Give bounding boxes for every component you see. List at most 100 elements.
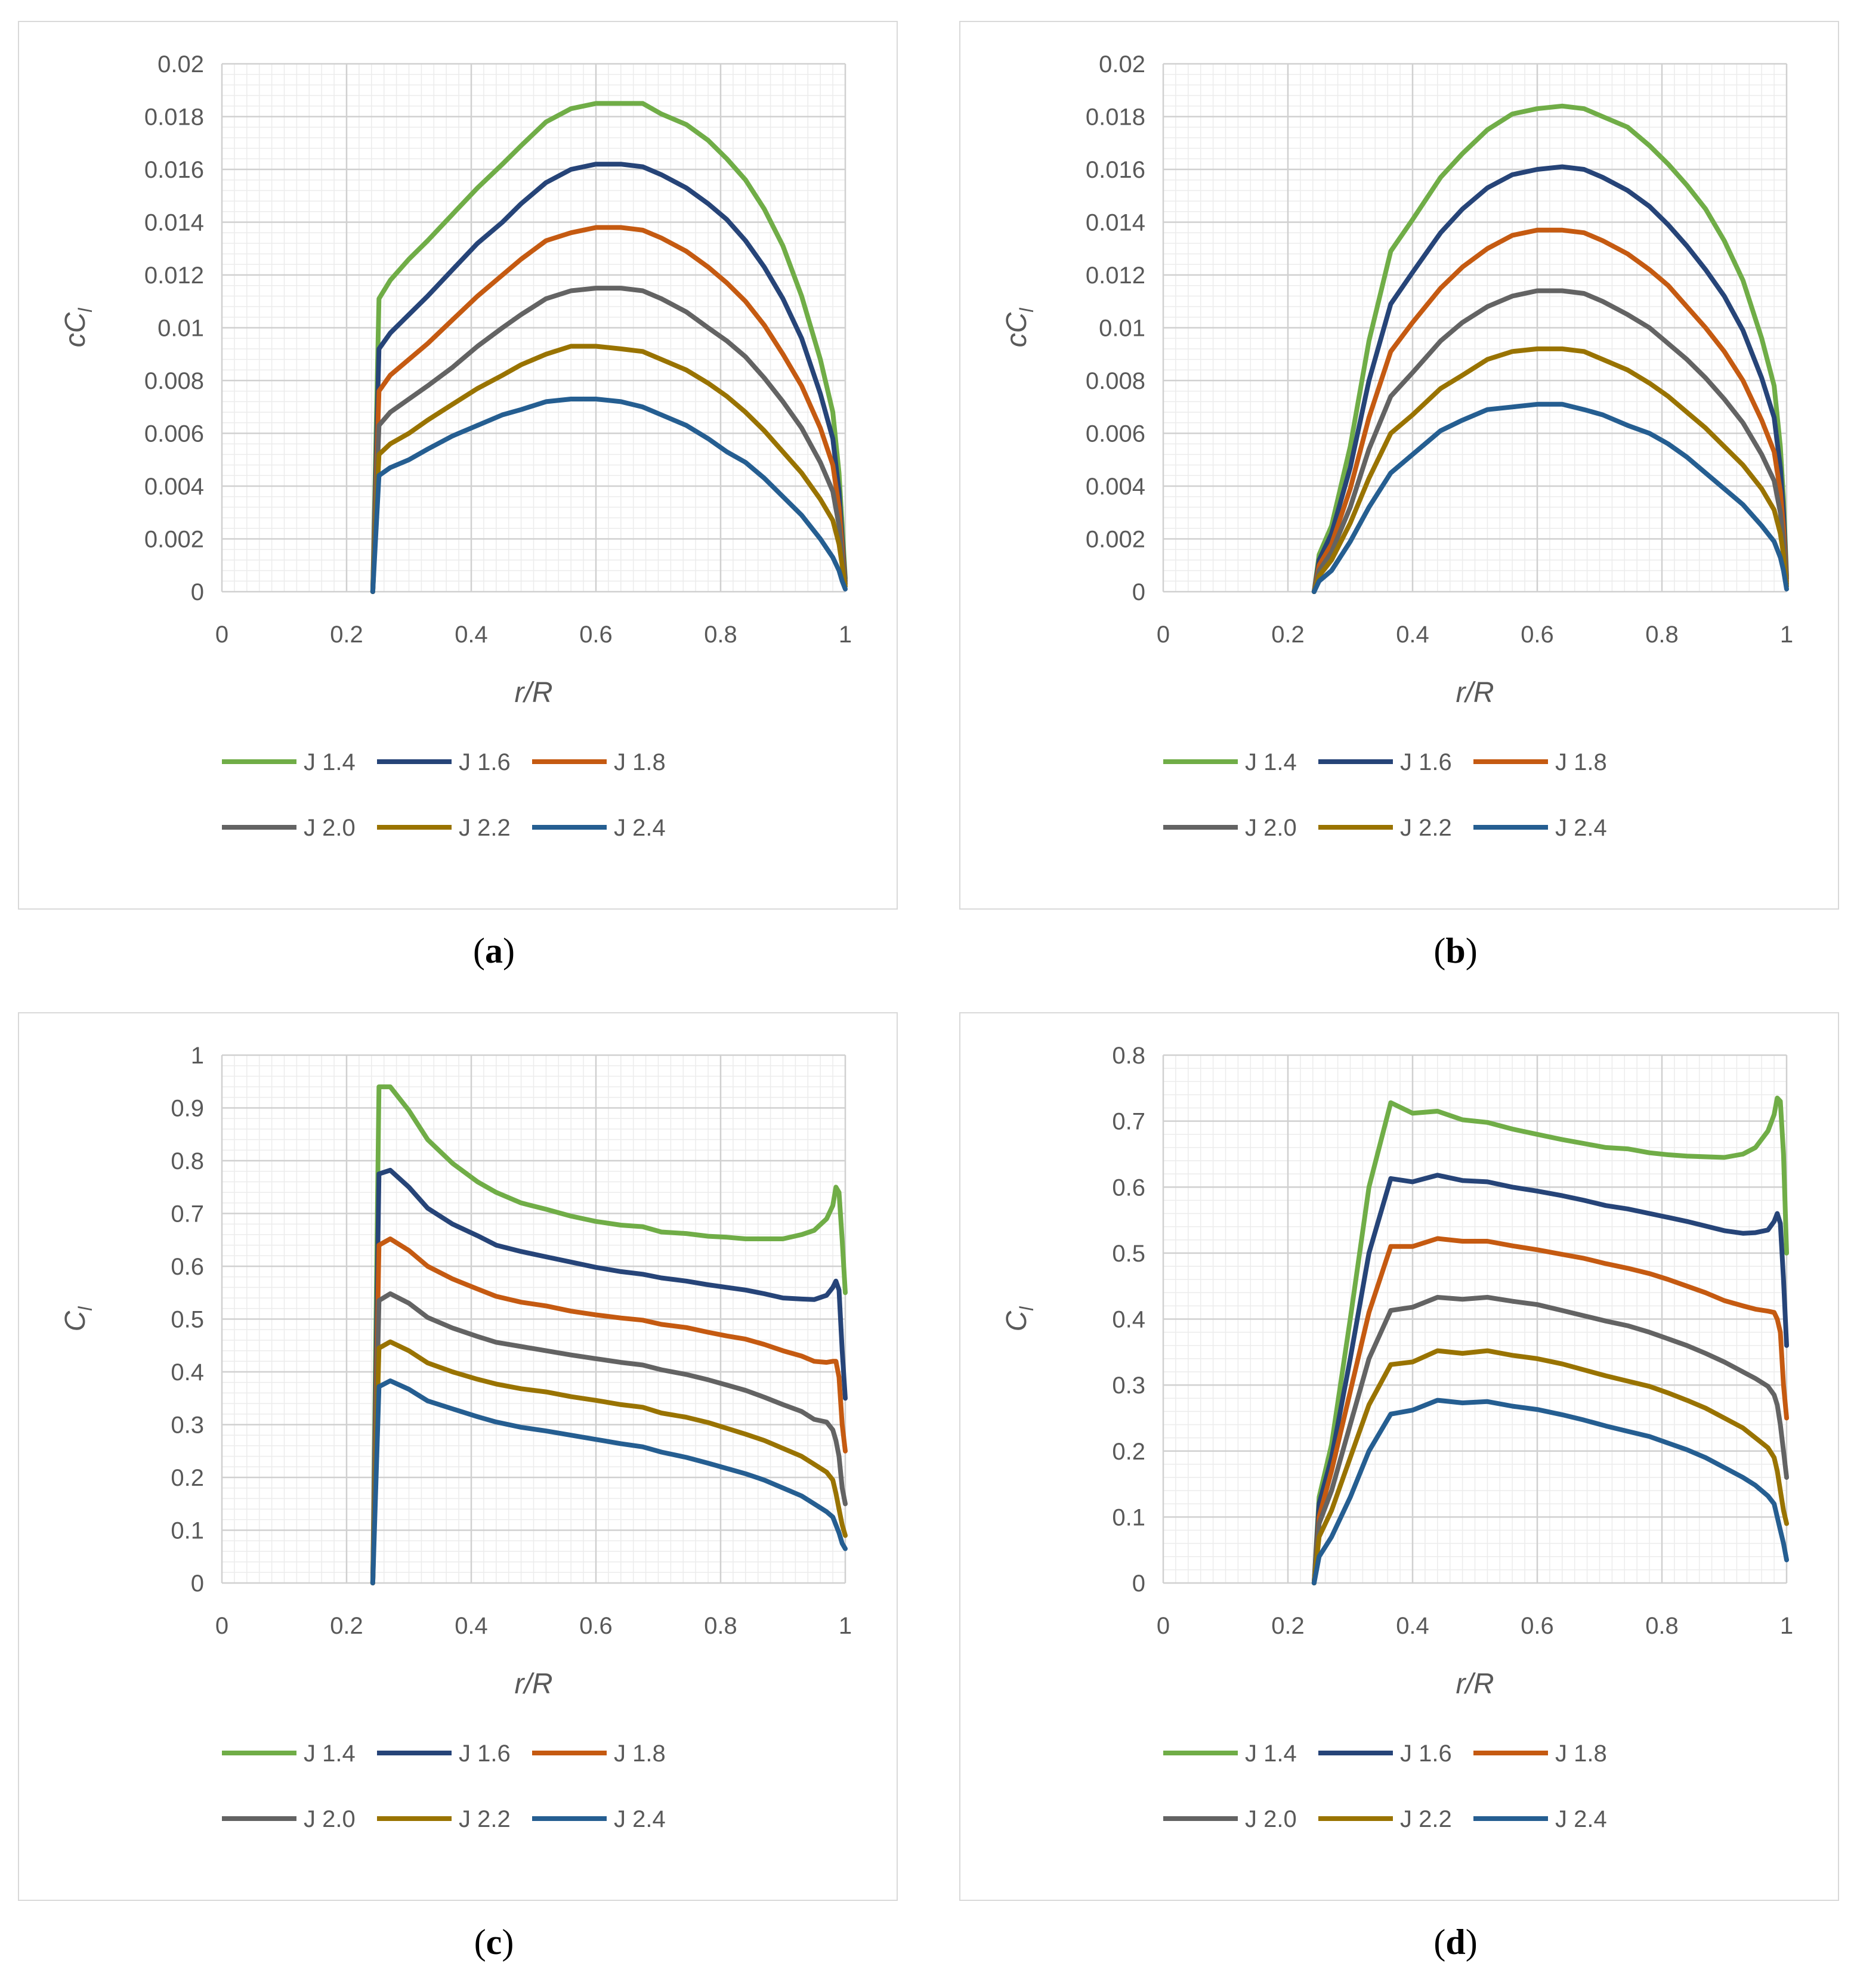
y-tick-label: 0.004 — [144, 474, 204, 500]
series-line — [370, 286, 848, 594]
legend-label: J 2.4 — [614, 1806, 666, 1832]
x-axis-title: r/R — [515, 677, 553, 709]
y-tick-label: 0.002 — [1086, 527, 1145, 553]
legend-label: J 1.6 — [459, 1740, 511, 1767]
label-letter: c — [486, 1922, 502, 1962]
legend-label: J 2.4 — [1555, 815, 1607, 841]
x-tick-label: 0.6 — [579, 622, 613, 648]
chart-frame: 0 0.2 0.4 0.6 0.8 1 0 0.1 0.2 0.3 0.4 0.5 0.6 0.7 0.8 r… — [959, 1012, 1839, 1901]
y-tick-label: 0.02 — [157, 51, 204, 78]
y-axis-title-main: C — [1001, 1310, 1033, 1331]
series-line — [370, 397, 848, 594]
y-tick-label: 1 — [191, 1043, 204, 1069]
y-axis-title-main: C — [60, 1310, 91, 1331]
y-tick-label: 0.6 — [171, 1254, 204, 1280]
x-tick-label: 0 — [215, 1613, 228, 1639]
legend-label: J 2.0 — [1245, 1806, 1297, 1832]
y-tick-label: 0.004 — [1086, 474, 1145, 500]
panel-label-b: (b) — [1396, 930, 1515, 972]
x-tick-label: 0.4 — [1396, 622, 1429, 648]
x-tick-label: 0.2 — [1271, 622, 1305, 648]
y-tick-label: 0.4 — [171, 1359, 204, 1386]
y-tick-label: 0.7 — [171, 1201, 204, 1228]
x-tick-label: 0.4 — [455, 1613, 488, 1639]
line-chart-c: 0 0.2 0.4 0.6 0.8 1 0 0.1 0.2 0.3 0.4 0.5 0.6 0.7 0.8 0… — [60, 1043, 852, 1832]
series-line — [1311, 1348, 1789, 1585]
legend-label: J 2.2 — [1400, 1806, 1452, 1832]
series-line — [1311, 401, 1789, 594]
series-line — [370, 1084, 848, 1585]
y-tick-label: 0 — [1132, 1570, 1145, 1597]
y-tick-label: 0.3 — [171, 1412, 204, 1439]
y-tick-label: 0.01 — [1099, 316, 1145, 342]
y-tick-label: 0 — [1132, 579, 1145, 605]
panel-label-c: (c) — [434, 1922, 554, 1963]
y-tick-label: 0.5 — [171, 1307, 204, 1333]
legend-label: J 1.6 — [1400, 1740, 1452, 1767]
panel-b: 0 0.2 0.4 0.6 0.8 1 0 0.002 0.004 0.006 0.008 0.01 0… — [928, 0, 1857, 994]
y-tick-label: 0.008 — [144, 368, 204, 394]
label-open: ( — [474, 1922, 486, 1962]
series-line — [370, 162, 848, 594]
y-tick-label: 0.006 — [144, 421, 204, 447]
x-tick-label: 0 — [1157, 1613, 1170, 1639]
label-close: ) — [1465, 1922, 1478, 1962]
y-tick-label: 0.016 — [1086, 157, 1145, 183]
line-chart-d: 0 0.2 0.4 0.6 0.8 1 0 0.1 0.2 0.3 0.4 0.5 0.6 0.7 0.8 r… — [1001, 1043, 1793, 1832]
y-tick-label: 0.006 — [1086, 421, 1145, 447]
x-tick-label: 0 — [1157, 622, 1170, 648]
series-line — [370, 101, 848, 594]
panel-label-d: (d) — [1396, 1922, 1515, 1963]
y-axis-title-main: cC — [60, 312, 91, 347]
series-line — [1311, 1236, 1789, 1585]
panel-c: 0 0.2 0.4 0.6 0.8 1 0 0.1 0.2 0.3 0.4 0.5 0.6 0.7 0.8 0… — [0, 994, 928, 1988]
legend-label: J 1.8 — [1555, 749, 1607, 775]
legend-label: J 1.8 — [614, 1740, 666, 1767]
chart-frame: 0 0.2 0.4 0.6 0.8 1 0 0.002 0.004 0.006 0.008 0.01 0… — [959, 21, 1839, 910]
x-tick-label: 0.2 — [1271, 1613, 1305, 1639]
x-tick-label: 1 — [839, 622, 852, 648]
series-line — [1311, 227, 1789, 594]
series-line — [370, 1167, 848, 1585]
legend-label: J 2.0 — [304, 1806, 356, 1832]
series-line — [370, 344, 848, 594]
x-axis-title: r/R — [1456, 1668, 1494, 1700]
series-line — [370, 225, 848, 594]
panel-label-a: (a) — [434, 930, 554, 972]
legend-label: J 2.0 — [304, 815, 356, 841]
legend-label: J 1.4 — [304, 749, 356, 775]
label-letter: d — [1445, 1922, 1466, 1962]
label-close: ) — [502, 1922, 514, 1962]
legend-label: J 1.8 — [1555, 1740, 1607, 1767]
y-tick-label: 0.008 — [1086, 368, 1145, 394]
y-axis-title-subscript: l — [75, 1306, 96, 1311]
series-line — [1311, 1295, 1789, 1585]
series-line — [1311, 1398, 1789, 1585]
legend-label: J 2.4 — [1555, 1806, 1607, 1832]
legend-label: J 1.6 — [1400, 749, 1452, 775]
legend-label: J 1.4 — [304, 1740, 356, 1767]
x-tick-label: 0.8 — [1645, 1613, 1679, 1639]
x-tick-label: 0.6 — [579, 1613, 613, 1639]
series-line — [370, 1291, 848, 1585]
y-tick-label: 0.8 — [171, 1148, 204, 1174]
label-letter: a — [485, 931, 503, 970]
y-tick-label: 0.014 — [144, 210, 204, 236]
x-tick-label: 1 — [1780, 1613, 1793, 1639]
y-axis-title-subscript: l — [1016, 308, 1037, 313]
label-close: ) — [503, 931, 515, 970]
y-tick-label: 0.002 — [144, 527, 204, 553]
y-axis-title-subscript: l — [1016, 1306, 1037, 1311]
label-letter: b — [1445, 931, 1466, 970]
label-open: ( — [473, 931, 485, 970]
legend-label: J 2.2 — [459, 815, 511, 841]
x-axis-title: r/R — [515, 1668, 553, 1700]
x-tick-label: 0.8 — [704, 622, 737, 648]
legend-label: J 2.2 — [459, 1806, 511, 1832]
y-tick-label: 0.1 — [171, 1518, 204, 1544]
x-tick-label: 0 — [215, 622, 228, 648]
panel-d: 0 0.2 0.4 0.6 0.8 1 0 0.1 0.2 0.3 0.4 0.5 0.6 0.7 0.8 r… — [928, 994, 1857, 1988]
series-line — [1311, 346, 1789, 594]
x-axis-title: r/R — [1456, 677, 1494, 709]
x-tick-label: 1 — [839, 1613, 852, 1639]
